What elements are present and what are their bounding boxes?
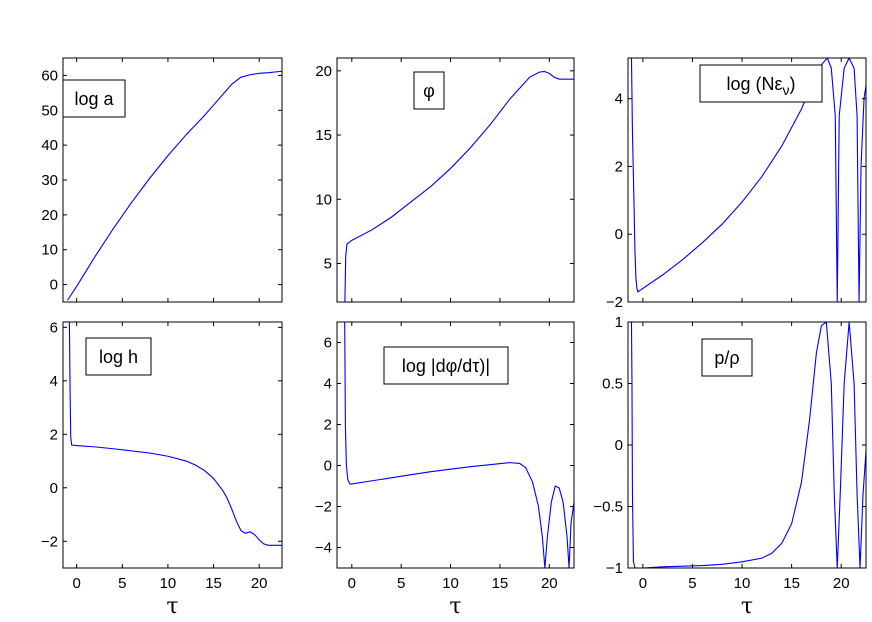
y-tick-label: 5 — [324, 255, 332, 272]
x-tick-label: 15 — [783, 575, 800, 592]
panel-5: 0 5 10 15 20 −4 −2 0 2 4 6 τ log |dφ/dτ)| — [315, 321, 575, 619]
series-line — [630, 58, 866, 302]
y-tick-label: 0 — [615, 437, 623, 454]
panel-6: 0 5 10 15 20 −1 −0.5 0 0.5 1 τ p/ρ — [593, 314, 867, 619]
annotation-label: log (Nεν) — [726, 74, 795, 98]
y-tick-label: 40 — [41, 137, 58, 154]
y-tick-label: 6 — [50, 319, 58, 336]
y-tick-label: 60 — [41, 67, 58, 84]
panel-4: 0 5 10 15 20 −2 0 2 4 6 τ log h — [41, 319, 283, 619]
x-tick-label: 20 — [833, 575, 850, 592]
axes-box — [336, 57, 575, 303]
annotation-label: φ — [423, 81, 435, 101]
y-tick-label: 2 — [324, 417, 332, 434]
x-tick-label: 0 — [73, 575, 81, 592]
x-tick-label: 10 — [734, 575, 751, 592]
y-tick-label: 4 — [324, 376, 332, 393]
x-tick-label: 20 — [541, 575, 558, 592]
annotation-label: log |dφ/dτ)| — [402, 356, 490, 376]
x-tick-label: 10 — [160, 575, 177, 592]
x-tick-label: 0 — [639, 575, 647, 592]
axes-box — [627, 57, 867, 303]
annotation-box — [383, 346, 509, 385]
y-tick-label: 0 — [324, 458, 332, 475]
panel-3: −2 0 2 4 log (Nεν) — [606, 57, 867, 311]
annotation-box — [413, 71, 445, 110]
y-tick-label: 1 — [615, 314, 623, 331]
x-tick-label: 15 — [492, 575, 509, 592]
x-tick-label: 10 — [442, 575, 459, 592]
annotation-box — [699, 64, 823, 103]
x-axis-label: τ — [449, 594, 461, 619]
annotation-label: log h — [99, 347, 138, 367]
panel-2: 5 10 15 20 φ — [315, 57, 575, 303]
x-tick-label: 15 — [205, 575, 222, 592]
y-tick-label: 0 — [50, 277, 58, 294]
panel-1: 0 10 20 30 40 50 60 log a — [41, 57, 283, 303]
y-tick-label: 10 — [41, 242, 58, 259]
axes-box — [336, 321, 575, 569]
y-tick-label: 20 — [315, 63, 332, 80]
annotation-label: p/ρ — [714, 348, 739, 368]
y-tick-label: −2 — [606, 294, 623, 311]
y-tick-label: 50 — [41, 102, 58, 119]
series-line — [67, 70, 282, 301]
y-tick-label: −1 — [606, 560, 623, 577]
y-tick-label: 2 — [615, 158, 623, 175]
x-tick-label: 5 — [397, 575, 405, 592]
series-line — [344, 70, 574, 302]
series-line — [630, 322, 866, 568]
series-line — [344, 322, 574, 568]
annotation-box — [62, 79, 126, 118]
annotation-box — [85, 337, 152, 376]
x-axis-label: τ — [741, 594, 753, 619]
y-tick-label: 6 — [324, 335, 332, 352]
annotation-label: log a — [74, 89, 114, 109]
series-line — [68, 322, 282, 546]
y-tick-label: 0.5 — [602, 376, 623, 393]
annotation-box — [701, 338, 753, 377]
x-tick-label: 0 — [348, 575, 356, 592]
y-tick-label: −2 — [315, 499, 332, 516]
y-tick-label: −0.5 — [593, 499, 623, 516]
y-tick-label: 4 — [615, 91, 623, 108]
x-tick-label: 20 — [251, 575, 268, 592]
y-tick-label: 10 — [315, 191, 332, 208]
x-tick-label: 5 — [118, 575, 126, 592]
y-tick-label: 20 — [41, 207, 58, 224]
y-tick-label: −2 — [41, 533, 58, 550]
y-tick-label: 4 — [50, 373, 58, 390]
y-tick-label: 0 — [50, 480, 58, 497]
axes-box — [62, 321, 283, 569]
y-tick-label: 15 — [315, 127, 332, 144]
y-tick-label: 30 — [41, 172, 58, 189]
y-tick-label: 0 — [615, 226, 623, 243]
x-tick-label: 5 — [688, 575, 696, 592]
y-tick-label: 2 — [50, 426, 58, 443]
x-axis-label: τ — [166, 594, 178, 619]
y-tick-label: −4 — [315, 540, 332, 557]
